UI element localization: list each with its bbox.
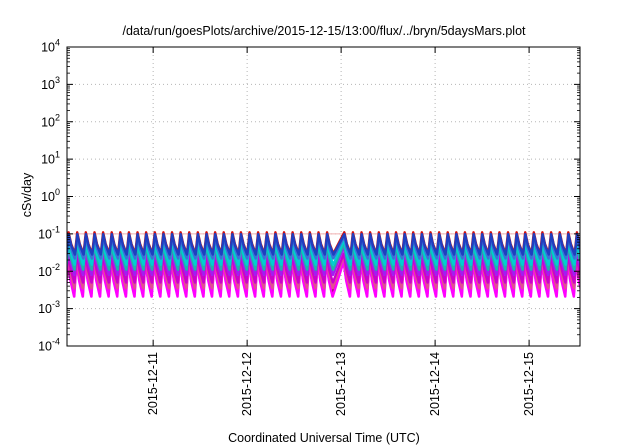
y-axis-label: cSv/day — [20, 172, 34, 217]
y-tick-label: 103 — [41, 75, 60, 92]
y-tick-label: 10-3 — [38, 299, 60, 316]
x-axis-label: Coordinated Universal Time (UTC) — [228, 431, 420, 445]
x-tick-label: 2015-12-13 — [334, 352, 348, 416]
y-tick-label: 100 — [41, 187, 60, 204]
y-tick-label: 10-2 — [38, 262, 60, 279]
y-tick-label: 10-1 — [38, 224, 60, 241]
x-tick-label: 2015-12-15 — [522, 352, 536, 416]
x-tick-label: 2015-12-14 — [428, 352, 442, 416]
x-axis-ticks: 2015-12-11 2015-12-12 2015-12-13 2015-12-14… — [146, 47, 536, 416]
y-tick-label: 101 — [41, 150, 60, 167]
y-tick-label: 10-4 — [38, 337, 60, 354]
x-tick-label: 2015-12-12 — [240, 352, 254, 416]
x-tick-label: 2015-12-11 — [146, 352, 160, 415]
chart-title: /data/run/goesPlots/archive/2015-12-15/1… — [122, 24, 526, 38]
y-tick-label: 104 — [41, 38, 60, 55]
y-axis-ticks: 10-4 10-3 10-2 10-1 100 101 102 103 104 — [38, 38, 580, 354]
y-tick-label: 102 — [41, 112, 60, 129]
series-line — [67, 233, 580, 256]
series-group — [67, 231, 580, 298]
